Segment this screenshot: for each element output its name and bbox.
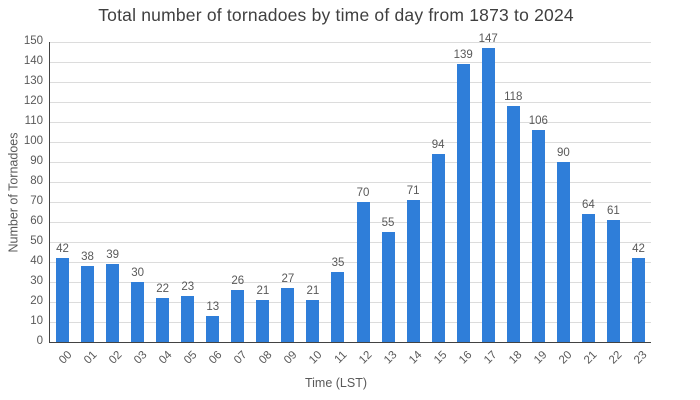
bar bbox=[206, 316, 220, 342]
bar bbox=[556, 162, 570, 342]
bar bbox=[606, 220, 620, 342]
y-tick-label: 10 bbox=[30, 315, 43, 327]
bar-value-label: 106 bbox=[528, 115, 548, 127]
bar bbox=[381, 232, 395, 342]
bar-value-label: 61 bbox=[607, 205, 620, 217]
bar-value-label: 42 bbox=[632, 243, 645, 255]
y-tick-label: 60 bbox=[30, 215, 43, 227]
gridline bbox=[50, 221, 651, 223]
bar-value-label: 71 bbox=[406, 185, 420, 197]
gridline bbox=[50, 201, 651, 203]
bar bbox=[406, 200, 420, 342]
bar bbox=[156, 298, 170, 342]
bar-value-label: 21 bbox=[306, 285, 320, 297]
gridline bbox=[50, 261, 651, 263]
x-axis-title: Time (LST) bbox=[304, 376, 368, 390]
bar-value-label: 64 bbox=[581, 199, 595, 211]
bar bbox=[456, 64, 470, 342]
bar-value-label: 26 bbox=[231, 275, 245, 287]
bar-value-label: 22 bbox=[156, 283, 170, 295]
bar bbox=[581, 214, 595, 342]
gridline bbox=[50, 121, 651, 123]
bar-value-label: 27 bbox=[281, 273, 295, 285]
gridline bbox=[50, 161, 651, 163]
bar bbox=[106, 264, 120, 342]
y-tick-label: 70 bbox=[30, 195, 43, 207]
bar bbox=[531, 130, 545, 342]
bar bbox=[356, 202, 370, 342]
y-tick-label: 40 bbox=[30, 255, 43, 267]
gridline bbox=[50, 321, 651, 323]
bar-value-label: 90 bbox=[556, 147, 570, 159]
y-tick-label: 120 bbox=[23, 95, 43, 107]
y-tick-label: 80 bbox=[30, 175, 43, 187]
bar-value-label: 94 bbox=[431, 139, 445, 151]
bar-value-label: 118 bbox=[504, 91, 523, 103]
bar-value-label: 23 bbox=[181, 281, 195, 293]
bar bbox=[81, 266, 95, 342]
bar-value-label: 139 bbox=[453, 49, 473, 61]
gridline bbox=[50, 141, 651, 143]
bar bbox=[181, 296, 195, 342]
y-tick-label: 150 bbox=[23, 35, 43, 47]
y-tick-label: 30 bbox=[30, 275, 43, 287]
bar bbox=[306, 300, 320, 342]
y-tick-label: 0 bbox=[36, 335, 43, 347]
bar-value-label: 55 bbox=[381, 217, 395, 229]
bar bbox=[131, 282, 145, 342]
bar bbox=[506, 106, 520, 342]
gridline bbox=[50, 61, 651, 63]
gridline bbox=[50, 301, 651, 303]
bar bbox=[56, 258, 70, 342]
bar-value-label: 13 bbox=[206, 301, 220, 313]
y-tick-label: 100 bbox=[23, 135, 43, 147]
y-tick-label: 130 bbox=[23, 75, 43, 87]
bar-value-label: 38 bbox=[81, 251, 94, 263]
bar bbox=[231, 290, 245, 342]
bar-value-label: 70 bbox=[356, 187, 370, 199]
y-tick-label: 90 bbox=[30, 155, 43, 167]
bar bbox=[331, 272, 345, 342]
bar-value-label: 147 bbox=[478, 33, 498, 45]
bar bbox=[631, 258, 645, 342]
gridline bbox=[50, 281, 651, 283]
bar-value-label: 39 bbox=[106, 249, 119, 261]
bar-value-label: 35 bbox=[331, 257, 345, 269]
y-tick-label: 140 bbox=[23, 55, 43, 67]
chart-title: Total number of tornadoes by time of day… bbox=[98, 5, 574, 25]
plot-area: 42 38 39 30 22 23 13 26 21 27 21 35 70 55 71 94 139 147 11… bbox=[49, 33, 651, 343]
bar-value-label: 21 bbox=[256, 285, 270, 297]
gridline bbox=[50, 101, 651, 103]
bar bbox=[256, 300, 270, 342]
y-tick-label: 50 bbox=[30, 235, 43, 247]
gridline bbox=[50, 181, 651, 183]
y-tick-label: 110 bbox=[24, 115, 43, 127]
bar bbox=[481, 48, 495, 342]
bar-value-label: 30 bbox=[131, 267, 145, 279]
bar-value-label: 42 bbox=[56, 243, 69, 255]
gridline bbox=[50, 41, 651, 43]
gridline bbox=[50, 81, 651, 83]
bar bbox=[281, 288, 295, 342]
bar bbox=[431, 154, 445, 342]
y-tick-label: 20 bbox=[30, 295, 43, 307]
gridline bbox=[50, 241, 651, 243]
